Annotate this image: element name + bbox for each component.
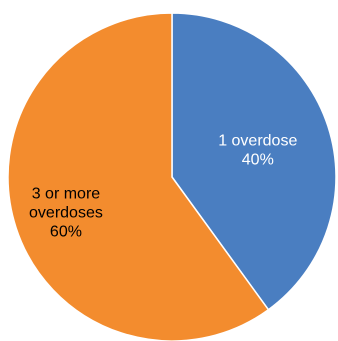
slice-label-line-1-0: 3 or more	[32, 185, 101, 202]
slice-label-1: 3 or more overdoses 60%	[29, 185, 103, 240]
pie-slice-0	[171, 12, 337, 311]
slice-label-line-0-0: 1 overdose	[218, 133, 297, 150]
slice-label-0: 1 overdose 40%	[218, 133, 297, 169]
slice-label-line-1-1: overdoses	[29, 204, 103, 221]
pie-slices	[7, 12, 337, 341]
pie-slice-1	[7, 12, 270, 341]
slice-percent-0: 40%	[242, 152, 274, 169]
pie-labels: 1 overdose 40% 3 or more overdoses 60%	[29, 133, 297, 241]
slice-percent-1: 60%	[50, 223, 82, 240]
